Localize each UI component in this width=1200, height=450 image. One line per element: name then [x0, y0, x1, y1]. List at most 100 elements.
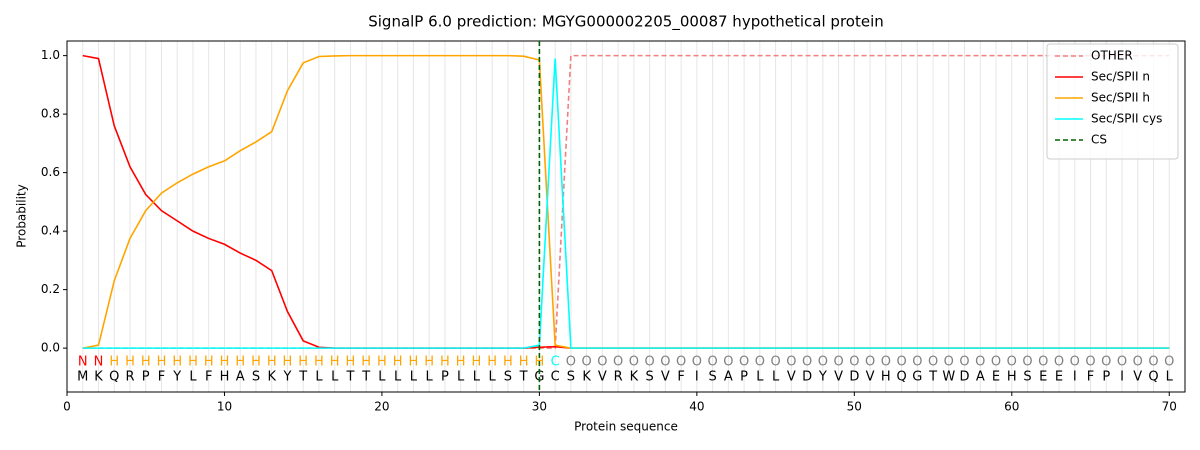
region-label: N	[94, 355, 104, 370]
region-label: O	[1038, 355, 1048, 370]
region-label: O	[818, 355, 828, 370]
region-label: H	[235, 355, 245, 370]
residue: Q	[896, 370, 906, 385]
region-label: O	[849, 355, 859, 370]
y-tick-label: 0.6	[41, 165, 60, 179]
residue: I	[1073, 370, 1077, 385]
residue: Y	[282, 370, 291, 385]
residue: V	[1133, 370, 1142, 385]
residue: L	[772, 370, 780, 385]
legend-label: Sec/SPII n	[1091, 70, 1150, 84]
region-label: N	[78, 355, 88, 370]
residue: Y	[818, 370, 827, 385]
residue: R	[614, 370, 623, 385]
legend-label: OTHER	[1091, 49, 1133, 63]
region-label: O	[975, 355, 985, 370]
region-label: O	[582, 355, 592, 370]
region-label: H	[125, 355, 135, 370]
region-label: H	[330, 355, 340, 370]
series-line	[82, 54, 1170, 349]
region-label: O	[944, 355, 954, 370]
residue: A	[724, 370, 733, 385]
residue: E	[992, 370, 1000, 385]
residue: L	[756, 370, 764, 385]
region-label: H	[188, 355, 198, 370]
residue: D	[960, 370, 970, 385]
residue: L	[489, 370, 497, 385]
residue: H	[220, 370, 230, 385]
region-label: H	[157, 355, 167, 370]
region-label: O	[865, 355, 875, 370]
region-label: H	[409, 355, 419, 370]
residue: T	[519, 370, 528, 385]
region-label: O	[1101, 355, 1111, 370]
residue: D	[802, 370, 812, 385]
residue: K	[267, 370, 276, 385]
residue: L	[378, 370, 386, 385]
residue: I	[1120, 370, 1124, 385]
region-label: O	[881, 355, 891, 370]
residue: C	[551, 370, 560, 385]
residue: S	[504, 370, 512, 385]
chart-title: SignalP 6.0 prediction: MGYG000002205_00…	[368, 13, 884, 32]
region-label: H	[377, 355, 387, 370]
x-tick-label: 0	[63, 400, 71, 414]
region-label: C	[551, 355, 560, 370]
y-axis-label: Probability	[15, 184, 29, 247]
residue: S	[252, 370, 260, 385]
series-line	[82, 58, 1170, 349]
region-label: O	[1148, 355, 1158, 370]
residue: T	[345, 370, 354, 385]
region-label: O	[959, 355, 969, 370]
x-tick-label: 10	[217, 400, 232, 414]
residue: L	[1166, 370, 1174, 385]
residue: V	[866, 370, 875, 385]
region-label: H	[283, 355, 293, 370]
region-label: H	[440, 355, 450, 370]
plot-frame	[66, 40, 1186, 393]
legend-label: Sec/SPII cys	[1091, 112, 1162, 126]
residue: P	[740, 370, 748, 385]
x-tick-label: 30	[532, 400, 547, 414]
x-tick-label: 60	[1004, 400, 1019, 414]
residue: K	[630, 370, 639, 385]
residue: L	[473, 370, 481, 385]
residue: S	[708, 370, 716, 385]
region-label: H	[519, 355, 529, 370]
x-tick-label: 50	[847, 400, 862, 414]
region-label: O	[1070, 355, 1080, 370]
residue: P	[441, 370, 449, 385]
residue: F	[158, 370, 165, 385]
residue: F	[1087, 370, 1094, 385]
residue: Q	[1148, 370, 1158, 385]
region-label: O	[645, 355, 655, 370]
region-label: H	[487, 355, 497, 370]
residue: L	[457, 370, 465, 385]
series-line	[82, 54, 1170, 349]
region-label: O	[928, 355, 938, 370]
residue: A	[976, 370, 985, 385]
region-label: H	[346, 355, 356, 370]
region-label: O	[755, 355, 765, 370]
region-label: O	[991, 355, 1001, 370]
residue: F	[205, 370, 212, 385]
region-label: O	[1022, 355, 1032, 370]
region-label: H	[220, 355, 230, 370]
y-tick-label: 0.2	[41, 282, 60, 296]
residue: V	[787, 370, 796, 385]
residue: A	[236, 370, 245, 385]
region-label: O	[896, 355, 906, 370]
residue: L	[315, 370, 323, 385]
y-tick-label: 0.8	[41, 107, 60, 121]
region-label: O	[613, 355, 623, 370]
region-label: O	[692, 355, 702, 370]
y-tick-label: 0.4	[41, 224, 60, 238]
residue: T	[928, 370, 937, 385]
region-label: O	[802, 355, 812, 370]
region-label: O	[629, 355, 639, 370]
region-label: H	[204, 355, 214, 370]
residue: M	[77, 370, 88, 385]
residue: S	[1023, 370, 1031, 385]
region-label: H	[298, 355, 308, 370]
residue: T	[298, 370, 307, 385]
